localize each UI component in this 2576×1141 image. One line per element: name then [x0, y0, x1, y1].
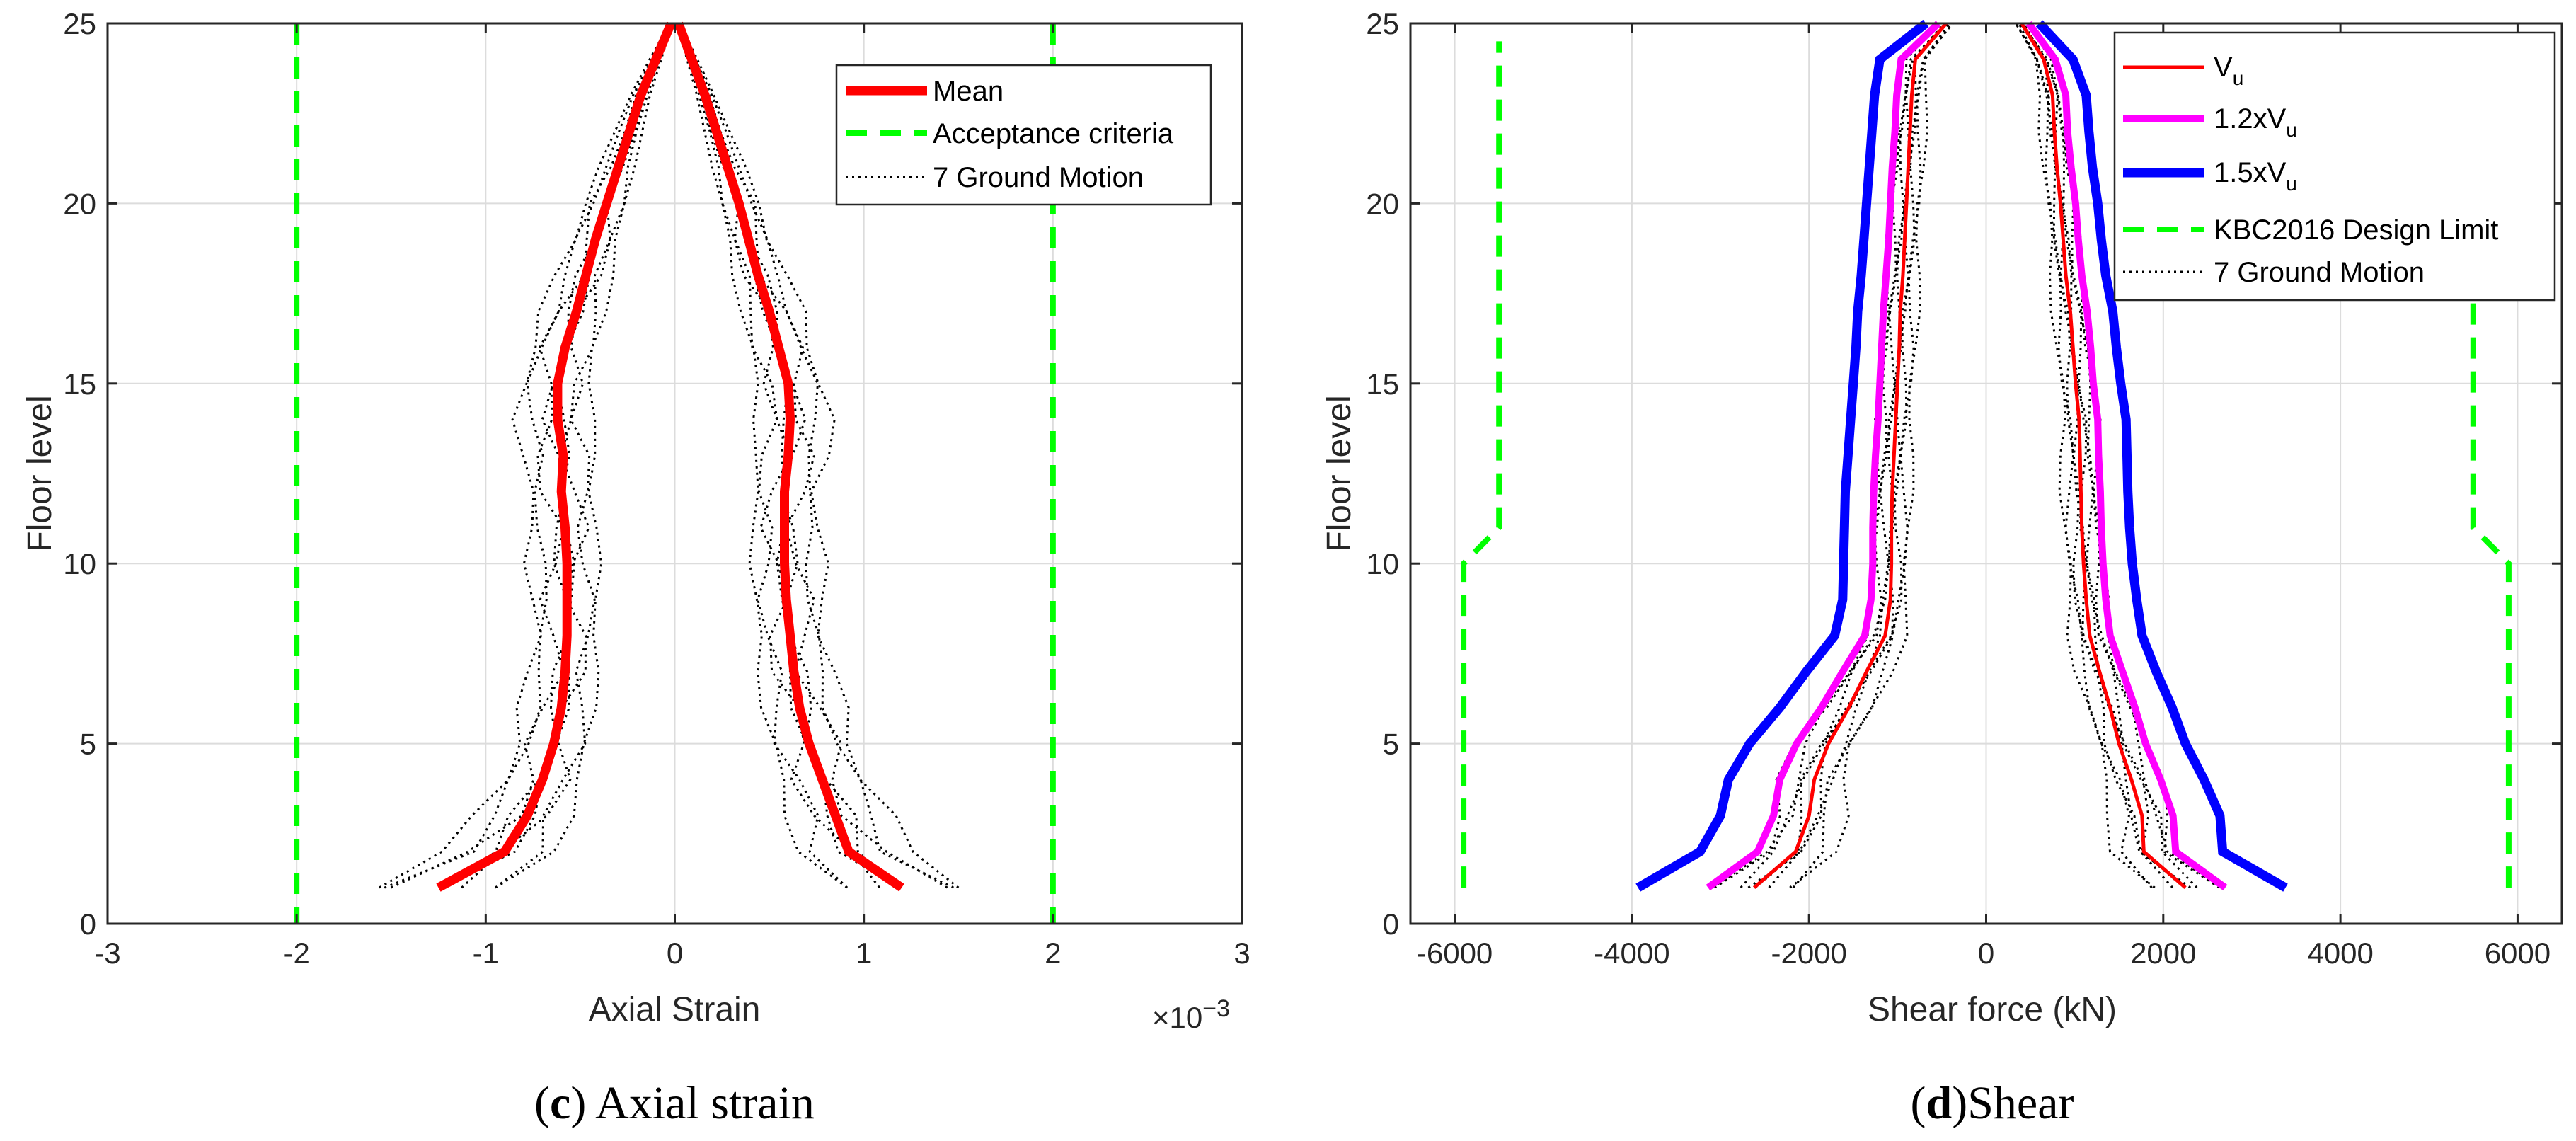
legend-label-1-2xvu: 1.2xVu	[2214, 103, 2297, 141]
ground-motion-curve	[438, 23, 672, 889]
shear-legend: Vu 1.2xVu 1.5xVu KBC2016 Design Limit 7 …	[2113, 31, 2556, 302]
ground-motion-curve	[379, 23, 671, 889]
vu-1-2x-curve	[2025, 21, 2228, 891]
axial-strain-x-label: Axial Strain	[589, 991, 761, 1028]
ground-motion-curve	[2022, 23, 2198, 889]
shear-y-label: Floor level	[1321, 395, 1358, 551]
mean-curve	[674, 21, 904, 892]
ground-motion-curve	[2015, 23, 2153, 889]
x-tick-label: 3	[1234, 936, 1250, 970]
ground-motion-curve	[1768, 23, 1950, 889]
legend-label-kbc2016: KBC2016 Design Limit	[2214, 214, 2498, 246]
panel-d-shear: -6000 -4000 -2000 0 2000 4000 6000 0 5 10 15 20 25 S…	[1321, 7, 2563, 1129]
ground-motion-curve	[1713, 22, 1940, 889]
ground-motion-curve	[1740, 23, 1945, 889]
y-tick-label: 15	[1366, 367, 1399, 401]
axial-strain-ticks: -3 -2 -1 0 1 2 3 0 5 10 15 20 25	[63, 7, 1250, 970]
x-tick-label: -6000	[1417, 936, 1493, 970]
x-tick-label: 2000	[2130, 936, 2196, 970]
x-tick-label: 1	[856, 936, 872, 970]
vu-1-5x-curve	[2035, 20, 2288, 892]
y-tick-label: 0	[1383, 907, 1399, 941]
y-tick-label: 10	[63, 547, 96, 580]
axial-strain-y-label: Floor level	[21, 395, 59, 551]
axial-strain-x-exponent: ×10−3	[1152, 995, 1230, 1034]
axial-strain-series	[294, 21, 1056, 924]
ground-motion-curve	[390, 23, 672, 889]
y-tick-label: 5	[1383, 728, 1399, 761]
x-tick-label: -2000	[1771, 936, 1846, 970]
x-tick-label: -4000	[1594, 936, 1669, 970]
shear-series	[1461, 19, 2512, 892]
x-tick-label: 2	[1045, 936, 1061, 970]
y-tick-label: 0	[80, 907, 96, 941]
shear-caption: (d)Shear	[1911, 1077, 2074, 1129]
y-tick-label: 20	[1366, 187, 1399, 220]
ground-motion-curve	[384, 23, 672, 889]
y-tick-label: 20	[63, 187, 96, 220]
y-tick-label: 25	[1366, 7, 1399, 40]
ground-motion-curve	[2027, 23, 2220, 889]
y-tick-label: 5	[80, 728, 96, 761]
ground-motion-curve	[678, 23, 954, 889]
vu-curve	[2020, 22, 2187, 889]
legend-label-1-5xvu: 1.5xVu	[2214, 157, 2297, 195]
shear-x-label: Shear force (kN)	[1868, 991, 2117, 1028]
legend-box	[2113, 31, 2556, 302]
x-tick-label: -3	[94, 936, 120, 970]
y-tick-label: 15	[63, 367, 96, 401]
legend-label-vu: Vu	[2214, 52, 2243, 89]
legend-label-acceptance-criteria: Acceptance criteria	[933, 118, 1174, 149]
legend-label-ground-motion: 7 Ground Motion	[933, 162, 1144, 193]
y-tick-label: 10	[1366, 547, 1399, 580]
ground-motion-curve	[494, 23, 673, 889]
ground-motion-curve	[2015, 23, 2156, 889]
mean-curve	[436, 21, 676, 892]
ground-motion-curve	[678, 23, 948, 889]
x-tick-label: -2	[283, 936, 309, 970]
shear-ticks: -6000 -4000 -2000 0 2000 4000 6000 0 5 10 15 20 25	[1366, 7, 2562, 970]
y-tick-label: 25	[63, 7, 96, 40]
axial-strain-legend: Mean Acceptance criteria 7 Ground Motion	[835, 64, 1212, 206]
kbc2016-limit-line	[1461, 41, 1502, 888]
vu-1-5x-curve	[1635, 19, 1929, 892]
axial-strain-caption: (c) Axial strain	[534, 1077, 815, 1129]
x-tick-label: 6000	[2485, 936, 2551, 970]
ground-motion-curve	[677, 23, 849, 889]
legend-label-ground-motion: 7 Ground Motion	[2214, 257, 2425, 288]
ground-motion-curve	[676, 23, 848, 889]
ground-motion-curve	[2018, 23, 2174, 889]
ground-motion-curve	[1747, 23, 1946, 889]
vu-curve	[1752, 22, 1948, 889]
x-tick-label: -1	[473, 936, 499, 970]
ground-motion-curve	[461, 23, 673, 889]
x-tick-label: 4000	[2307, 936, 2373, 970]
ground-motion-curve	[495, 23, 674, 889]
x-tick-label: 0	[667, 936, 683, 970]
vu-1-2x-curve	[1706, 21, 1941, 891]
x-tick-label: 0	[1978, 936, 1994, 970]
legend-label-mean: Mean	[933, 76, 1004, 107]
